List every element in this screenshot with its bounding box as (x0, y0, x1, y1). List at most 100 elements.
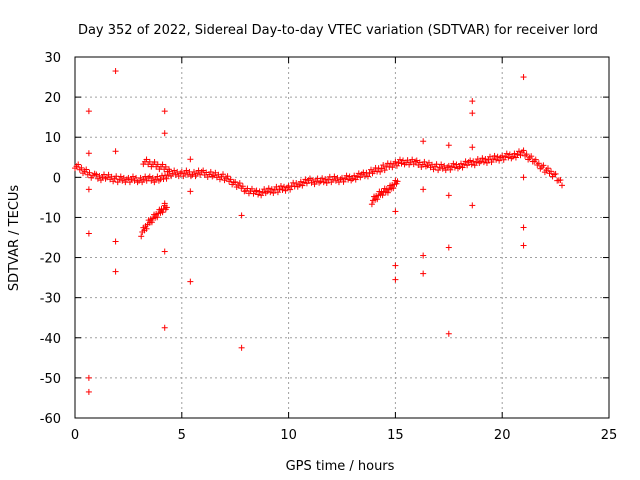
data-point-outliers (445, 244, 452, 251)
x-tick-labels: 0 5 10 15 20 25 (71, 428, 617, 443)
data-point-main-trend (325, 176, 332, 183)
data-point-outliers (420, 252, 427, 259)
data-points (72, 68, 566, 395)
data-point-main-trend (345, 176, 352, 183)
data-point-outliers (85, 388, 92, 395)
data-point-outliers (161, 324, 168, 331)
data-point-main-trend (171, 167, 178, 174)
data-point-main-trend (485, 156, 492, 163)
data-point-main-trend (258, 192, 265, 199)
data-point-outliers (161, 248, 168, 255)
data-point-main-trend (163, 175, 170, 182)
data-point-outliers (161, 200, 168, 207)
data-point-main-trend (276, 186, 283, 193)
y-tick-label: -50 (40, 372, 61, 387)
data-point-main-trend (180, 173, 187, 180)
data-point-main-trend (273, 183, 280, 190)
data-point-main-trend (149, 174, 156, 181)
data-point-outliers (85, 108, 92, 115)
data-point-main-trend (461, 161, 468, 168)
data-point-main-trend (398, 160, 405, 167)
data-point-dip-segment-2 (368, 201, 375, 208)
data-point-main-trend (548, 168, 555, 175)
data-point-main-trend (503, 150, 510, 157)
data-point-main-trend (297, 178, 304, 185)
data-point-bump-segment (143, 156, 150, 163)
data-point-main-trend (215, 171, 222, 178)
data-point-main-trend (317, 178, 324, 185)
y-tick-label: 30 (44, 51, 61, 66)
data-point-main-trend (306, 175, 313, 182)
data-point-main-trend (96, 172, 103, 179)
data-point-main-trend (467, 157, 474, 164)
data-point-dip-segment-1 (163, 204, 170, 211)
data-point-main-trend (544, 165, 551, 172)
data-point-main-trend (557, 177, 564, 184)
data-point-main-trend (458, 160, 465, 167)
data-point-main-trend (479, 155, 486, 162)
data-point-main-trend (517, 152, 524, 159)
data-point-outliers (161, 130, 168, 137)
y-tick-label: -20 (40, 252, 61, 267)
data-point-main-trend (483, 159, 490, 166)
data-point-main-trend (268, 186, 275, 193)
data-point-main-trend (520, 147, 527, 154)
data-point-main-trend (154, 173, 161, 180)
data-point-main-trend (83, 166, 90, 173)
data-point-main-trend (357, 174, 364, 181)
data-point-outliers (420, 186, 427, 193)
data-point-main-trend (146, 173, 153, 180)
data-point-outliers (445, 142, 452, 149)
data-point-main-trend (75, 161, 82, 168)
data-point-main-trend (300, 179, 307, 186)
data-point-outliers (187, 278, 194, 285)
data-point-outliers (469, 98, 476, 105)
data-point-main-trend (281, 183, 288, 190)
data-point-outliers (420, 138, 427, 145)
data-point-outliers (520, 224, 527, 231)
data-point-main-trend (395, 159, 402, 166)
data-point-main-trend (117, 173, 124, 180)
data-point-main-trend (78, 164, 85, 171)
data-point-main-trend (346, 173, 353, 180)
plot-frame (74, 56, 610, 419)
data-point-dip-segment-1 (159, 209, 166, 216)
data-point-outliers (112, 148, 119, 155)
data-point-outliers (520, 242, 527, 249)
data-point-main-trend (343, 172, 350, 179)
y-tick-label: -40 (40, 332, 61, 347)
data-point-main-trend (511, 150, 518, 157)
data-point-main-trend (212, 169, 219, 176)
y-tick-label: -30 (40, 292, 61, 307)
data-point-main-trend (191, 168, 198, 175)
data-point-main-trend (316, 179, 323, 186)
data-point-main-trend (378, 165, 385, 172)
data-point-main-trend (311, 181, 318, 188)
data-point-main-trend (439, 165, 446, 172)
x-axis-label: GPS time / hours (286, 459, 395, 474)
data-point-main-trend (200, 167, 207, 174)
data-point-outliers (445, 192, 452, 199)
data-point-main-trend (482, 156, 489, 163)
data-point-main-trend (151, 179, 158, 186)
y-tick-label: -60 (40, 412, 61, 427)
data-point-main-trend (471, 162, 478, 169)
data-point-bump-segment (165, 166, 172, 173)
data-point-main-trend (136, 177, 143, 184)
data-point-main-trend (367, 166, 374, 173)
data-point-main-trend (296, 181, 303, 188)
data-point-main-trend (381, 167, 388, 174)
data-point-main-trend (436, 164, 443, 171)
data-point-main-trend (425, 159, 432, 166)
data-point-main-trend (389, 164, 396, 171)
data-point-main-trend (473, 159, 480, 166)
data-point-main-trend (332, 177, 339, 184)
data-point-outliers (187, 188, 194, 195)
data-point-main-trend (514, 151, 521, 158)
data-point-main-trend (248, 185, 255, 192)
data-point-main-trend (282, 187, 289, 194)
data-point-main-trend (559, 182, 566, 189)
data-point-main-trend (494, 153, 501, 160)
data-point-main-trend (490, 155, 497, 162)
data-point-main-trend (486, 153, 493, 160)
